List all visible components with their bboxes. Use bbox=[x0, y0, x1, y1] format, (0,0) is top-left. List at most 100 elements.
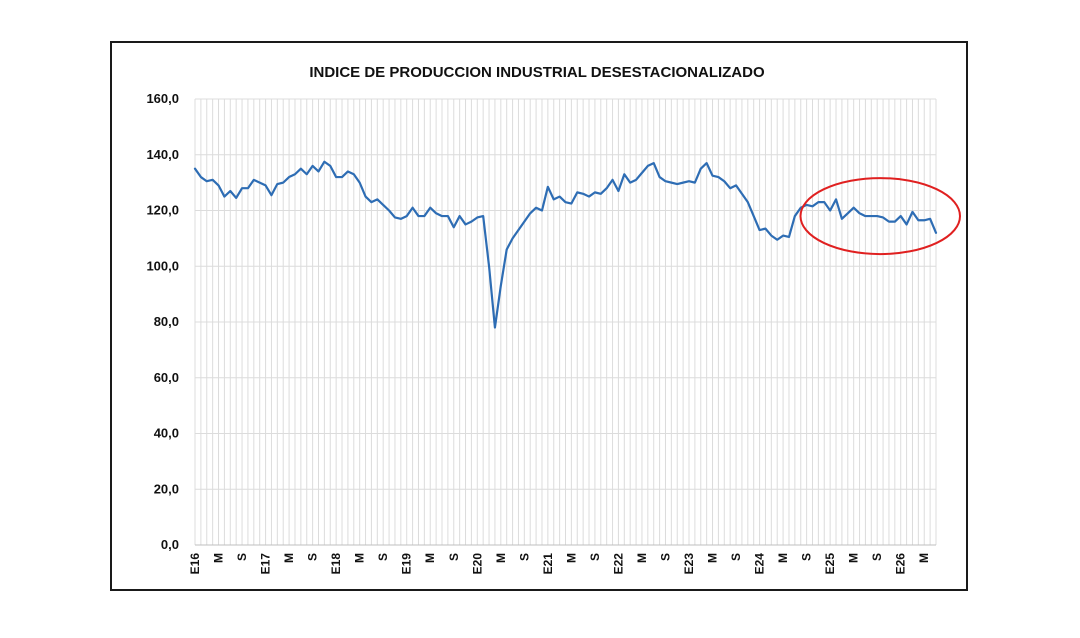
data-point bbox=[741, 193, 743, 195]
data-point bbox=[864, 215, 866, 217]
x-tick-label: E24 bbox=[753, 553, 767, 575]
data-point bbox=[200, 176, 202, 178]
data-point bbox=[464, 223, 466, 225]
data-point bbox=[417, 215, 419, 217]
x-tick-label: M bbox=[353, 553, 367, 563]
data-point bbox=[523, 220, 525, 222]
data-point bbox=[211, 179, 213, 181]
highlight-ellipse bbox=[799, 177, 961, 256]
data-point bbox=[723, 180, 725, 182]
data-point bbox=[664, 180, 666, 182]
data-point bbox=[752, 215, 754, 217]
data-point bbox=[511, 237, 513, 239]
data-point bbox=[823, 201, 825, 203]
x-tick-label: S bbox=[658, 553, 672, 561]
data-point bbox=[311, 165, 313, 167]
data-point bbox=[270, 194, 272, 196]
data-point bbox=[817, 201, 819, 203]
data-point bbox=[858, 212, 860, 214]
data-point bbox=[829, 209, 831, 211]
data-point bbox=[535, 207, 537, 209]
data-point bbox=[323, 161, 325, 163]
data-point bbox=[553, 198, 555, 200]
data-point bbox=[482, 215, 484, 217]
data-point bbox=[788, 236, 790, 238]
x-tick-label: M bbox=[494, 553, 508, 563]
data-point bbox=[406, 215, 408, 217]
x-tick-label: M bbox=[282, 553, 296, 563]
data-point bbox=[870, 215, 872, 217]
data-point bbox=[705, 162, 707, 164]
data-point bbox=[582, 193, 584, 195]
data-point bbox=[794, 215, 796, 217]
data-point bbox=[700, 167, 702, 169]
data-point bbox=[917, 219, 919, 221]
data-point bbox=[388, 209, 390, 211]
data-point bbox=[735, 184, 737, 186]
data-point bbox=[576, 191, 578, 193]
x-tick-label: S bbox=[447, 553, 461, 561]
data-point bbox=[505, 248, 507, 250]
y-tick-label: 20,0 bbox=[154, 481, 179, 496]
data-point bbox=[611, 179, 613, 181]
data-point bbox=[517, 229, 519, 231]
data-point bbox=[441, 215, 443, 217]
data-point bbox=[682, 181, 684, 183]
chart-frame: INDICE DE PRODUCCION INDUSTRIAL DESESTAC… bbox=[110, 41, 968, 591]
data-point bbox=[294, 173, 296, 175]
x-tick-label: E22 bbox=[611, 553, 625, 575]
y-tick-label: 0,0 bbox=[161, 537, 179, 552]
data-point bbox=[529, 212, 531, 214]
data-point bbox=[594, 191, 596, 193]
data-point bbox=[935, 232, 937, 234]
x-tick-label: E18 bbox=[329, 553, 343, 575]
x-tick-label: E26 bbox=[894, 553, 908, 575]
data-point bbox=[670, 181, 672, 183]
x-tick-label: E23 bbox=[682, 553, 696, 575]
data-point bbox=[776, 239, 778, 241]
x-tick-label: M bbox=[635, 553, 649, 563]
data-point bbox=[570, 202, 572, 204]
x-tick-label: M bbox=[706, 553, 720, 563]
data-point bbox=[641, 172, 643, 174]
data-point bbox=[811, 205, 813, 207]
data-point bbox=[258, 181, 260, 183]
data-point bbox=[782, 234, 784, 236]
data-point bbox=[317, 170, 319, 172]
x-tick-label: S bbox=[376, 553, 390, 561]
data-point bbox=[764, 227, 766, 229]
y-tick-label: 160,0 bbox=[146, 91, 179, 106]
data-point bbox=[476, 216, 478, 218]
data-point bbox=[605, 187, 607, 189]
data-point bbox=[235, 197, 237, 199]
x-tick-label: S bbox=[517, 553, 531, 561]
data-point bbox=[835, 198, 837, 200]
data-point bbox=[929, 218, 931, 220]
data-point bbox=[658, 176, 660, 178]
data-point bbox=[911, 211, 913, 213]
data-point bbox=[653, 162, 655, 164]
data-point bbox=[358, 181, 360, 183]
y-tick-label: 100,0 bbox=[146, 258, 179, 273]
data-point bbox=[300, 167, 302, 169]
x-tick-label: E19 bbox=[400, 553, 414, 575]
data-point bbox=[429, 207, 431, 209]
data-point bbox=[894, 220, 896, 222]
data-point bbox=[647, 165, 649, 167]
x-tick-label: E20 bbox=[470, 553, 484, 575]
data-point bbox=[882, 216, 884, 218]
chart-title: INDICE DE PRODUCCION INDUSTRIAL DESESTAC… bbox=[309, 64, 765, 81]
data-point bbox=[347, 170, 349, 172]
x-tick-label: S bbox=[800, 553, 814, 561]
x-tick-label: M bbox=[564, 553, 578, 563]
data-point bbox=[376, 198, 378, 200]
x-tick-label: S bbox=[306, 553, 320, 561]
horizontal-gridlines bbox=[195, 98, 936, 546]
data-point bbox=[905, 223, 907, 225]
data-point bbox=[382, 204, 384, 206]
y-tick-label: 140,0 bbox=[146, 147, 179, 162]
data-point bbox=[717, 176, 719, 178]
x-tick-label: E16 bbox=[188, 553, 202, 575]
data-point bbox=[841, 218, 843, 220]
data-point bbox=[711, 174, 713, 176]
